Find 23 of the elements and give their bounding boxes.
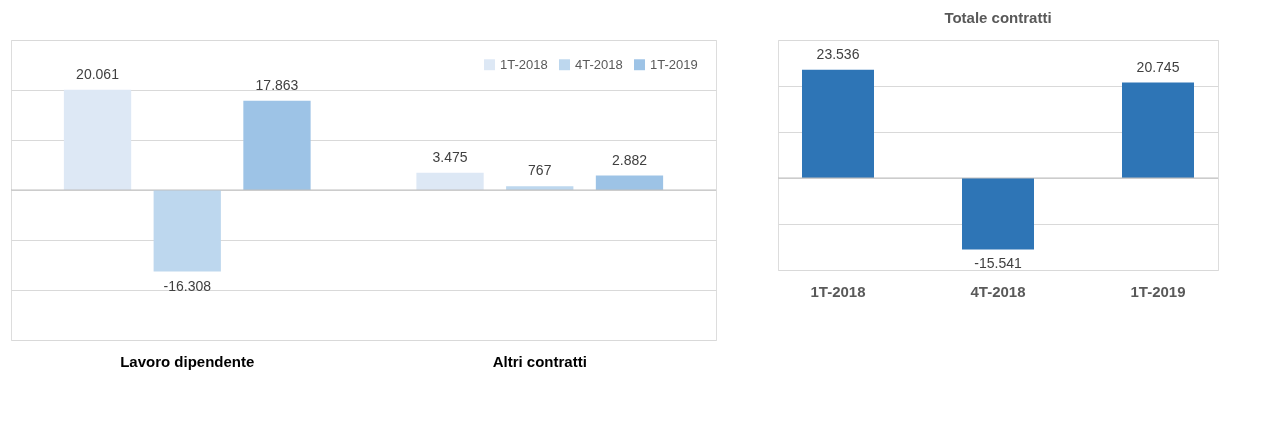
x-tick-label: Altri contratti [492,352,587,370]
chart-title: Totale contratti [944,9,1052,26]
x-tick-label: Lavoro dipendente [120,352,255,370]
x-tick-label: 1T-2019 [1130,282,1186,300]
data-label: 23.536 [816,45,860,62]
data-label: 3.475 [432,148,468,165]
legend-label: 4T-2018 [575,56,623,72]
data-label: 20.061 [76,65,120,82]
data-label: 17.863 [255,76,299,93]
x-tick-label: 1T-2018 [810,282,866,300]
bar [63,89,132,190]
data-label: 767 [528,162,552,179]
data-label: 2.882 [611,151,648,168]
legend-label: 1T-2018 [500,56,548,72]
bar [416,172,484,190]
x-tick-label: 4T-2018 [970,282,1026,300]
bar [243,100,311,190]
bar [153,190,221,272]
data-label: 20.745 [1136,58,1180,75]
data-label: -16.308 [163,277,212,294]
bar [595,175,664,190]
legend-label: 1T-2019 [650,56,698,72]
data-label: -15.541 [974,255,1022,272]
